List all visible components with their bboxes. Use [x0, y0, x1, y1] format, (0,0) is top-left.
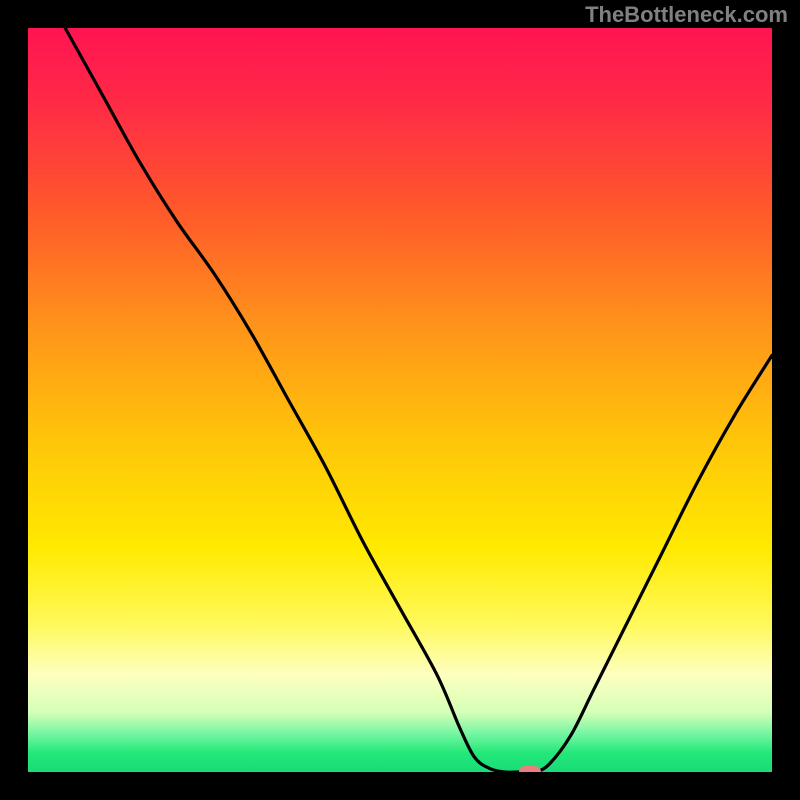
gradient-background	[28, 28, 772, 772]
attribution-text: TheBottleneck.com	[585, 2, 788, 28]
plot-area	[28, 28, 772, 772]
chart-svg	[28, 28, 772, 772]
optimal-marker	[519, 766, 541, 772]
